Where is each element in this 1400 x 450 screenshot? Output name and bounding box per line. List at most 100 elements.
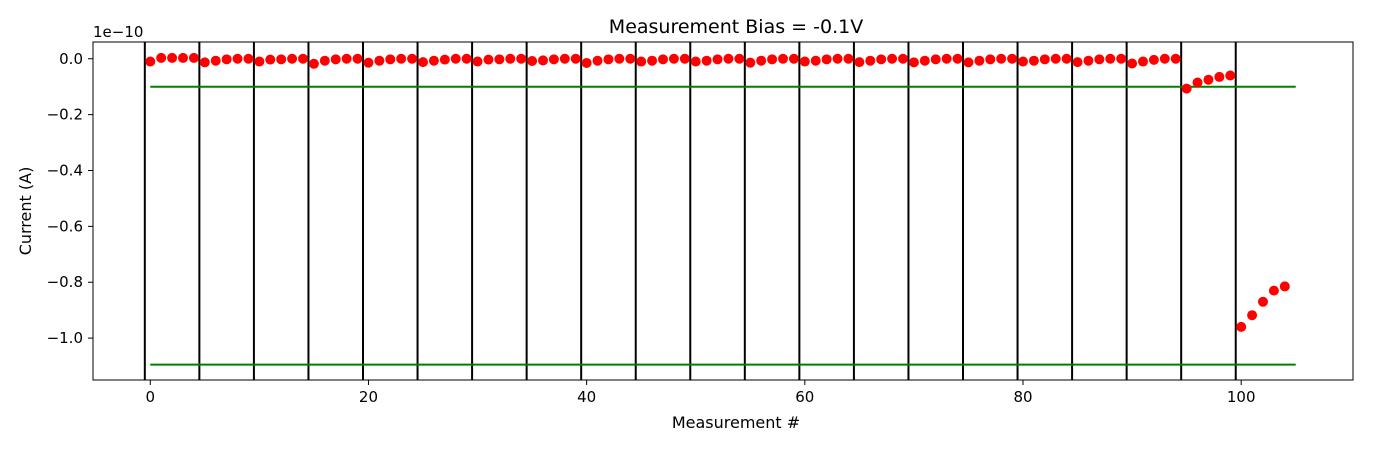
- data-point: [854, 57, 865, 68]
- data-point: [581, 57, 592, 68]
- data-point: [538, 55, 548, 66]
- data-point: [494, 54, 505, 65]
- data-point: [756, 55, 767, 66]
- data-point: [974, 55, 985, 66]
- data-point: [712, 54, 723, 65]
- data-point: [1028, 55, 1039, 66]
- data-point: [658, 54, 668, 65]
- data-point: [1192, 77, 1203, 88]
- data-point: [428, 55, 439, 66]
- y-tick-label: −1.0: [47, 329, 83, 347]
- data-point: [374, 55, 385, 66]
- data-point: [298, 53, 308, 64]
- data-point: [265, 54, 276, 65]
- x-tick-label: 60: [795, 388, 814, 406]
- data-point: [461, 53, 472, 64]
- y-axis-label: Current (A): [16, 167, 35, 256]
- data-point: [210, 55, 221, 66]
- data-point: [745, 57, 756, 68]
- data-point: [1214, 71, 1225, 82]
- data-point: [625, 53, 636, 64]
- data-point: [1138, 56, 1148, 67]
- data-point: [287, 53, 298, 64]
- data-point: [254, 56, 265, 67]
- data-point: [668, 53, 679, 64]
- data-point: [952, 53, 963, 64]
- data-point: [876, 54, 887, 65]
- data-point: [963, 57, 974, 68]
- data-point: [592, 55, 603, 66]
- data-point: [832, 53, 843, 64]
- x-tick-label: 0: [145, 388, 155, 406]
- data-point: [308, 58, 319, 69]
- data-point: [232, 53, 243, 64]
- data-point: [363, 57, 374, 68]
- x-tick-label: 100: [1227, 388, 1256, 406]
- y-offset-text: 1e−10: [93, 23, 143, 41]
- data-point: [505, 53, 516, 64]
- data-point: [1094, 54, 1105, 65]
- data-point: [450, 53, 461, 64]
- data-point: [199, 57, 210, 68]
- data-point: [1061, 53, 1072, 64]
- data-point: [1170, 53, 1181, 64]
- data-point: [1083, 55, 1094, 66]
- data-point: [548, 54, 559, 65]
- data-point: [516, 53, 527, 64]
- data-point: [407, 53, 418, 64]
- x-axis-label: Measurement #: [672, 413, 800, 432]
- data-point: [941, 53, 952, 64]
- data-point: [821, 54, 832, 65]
- data-point: [527, 55, 538, 66]
- x-tick-label: 40: [577, 388, 596, 406]
- data-point: [898, 53, 908, 64]
- data-point: [156, 52, 167, 63]
- x-tick-label: 20: [359, 388, 378, 406]
- data-point: [221, 54, 232, 65]
- data-point: [647, 55, 658, 66]
- data-point: [188, 52, 199, 63]
- data-point: [276, 54, 287, 65]
- data-point: [1236, 321, 1247, 332]
- data-point: [701, 55, 712, 66]
- plot-frame: [92, 41, 1354, 381]
- data-point: [799, 56, 810, 67]
- data-point: [352, 53, 363, 64]
- data-point: [723, 53, 734, 64]
- chart-title: Measurement Bias = -0.1V: [609, 16, 863, 38]
- data-point: [636, 56, 647, 67]
- data-point: [1181, 83, 1192, 94]
- data-point: [1127, 58, 1138, 69]
- data-point: [167, 52, 178, 63]
- data-point: [908, 57, 919, 68]
- data-point: [1279, 281, 1290, 292]
- data-point: [1258, 296, 1268, 307]
- data-point: [1050, 53, 1061, 64]
- data-point: [996, 53, 1007, 64]
- y-tick-label: −0.4: [47, 161, 83, 179]
- data-point: [690, 56, 701, 67]
- data-point: [178, 52, 188, 63]
- data-point: [1268, 285, 1279, 296]
- y-tick-label: 0.0: [59, 50, 83, 68]
- data-point: [396, 53, 407, 64]
- data-point: [1203, 74, 1214, 85]
- data-point: [767, 54, 778, 65]
- data-point: [865, 55, 876, 66]
- data-point: [1159, 53, 1170, 64]
- data-point: [418, 57, 428, 68]
- data-point: [483, 54, 494, 65]
- data-point: [570, 53, 581, 64]
- data-point: [145, 56, 156, 67]
- data-point: [385, 54, 396, 65]
- data-point: [1105, 53, 1116, 64]
- data-point: [1072, 57, 1083, 68]
- data-point: [919, 55, 930, 66]
- data-point: [559, 53, 570, 64]
- data-point: [734, 53, 745, 64]
- x-tick-label: 80: [1013, 388, 1032, 406]
- data-point: [472, 56, 483, 67]
- data-point: [341, 53, 352, 64]
- y-tick-label: −0.2: [47, 106, 83, 124]
